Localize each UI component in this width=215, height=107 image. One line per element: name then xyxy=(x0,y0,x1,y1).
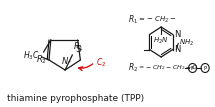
Text: P: P xyxy=(204,65,207,71)
Text: $C_2$: $C_2$ xyxy=(96,57,106,69)
Text: N: N xyxy=(174,30,180,39)
Text: $R_2$: $R_2$ xyxy=(128,62,138,74)
Text: $NH_2$: $NH_2$ xyxy=(179,37,194,48)
Text: P: P xyxy=(191,65,194,71)
Text: S: S xyxy=(76,45,81,54)
Text: $= -CH_2-$: $= -CH_2-$ xyxy=(137,15,176,25)
Text: $R_1$: $R_1$ xyxy=(128,14,138,26)
Text: $R_1$: $R_1$ xyxy=(73,41,84,53)
Text: $H_2N$: $H_2N$ xyxy=(153,36,169,46)
Text: $R_2$: $R_2$ xyxy=(36,54,47,66)
Text: N: N xyxy=(174,45,180,54)
Text: thiamine pyrophosphate (TPP): thiamine pyrophosphate (TPP) xyxy=(7,94,144,103)
Text: $= -CH_2-CH_2-O$: $= -CH_2-CH_2-O$ xyxy=(137,64,198,72)
Text: $H_3C$: $H_3C$ xyxy=(23,50,40,62)
Text: $^+$: $^+$ xyxy=(67,60,73,65)
Text: $N$: $N$ xyxy=(61,55,69,66)
